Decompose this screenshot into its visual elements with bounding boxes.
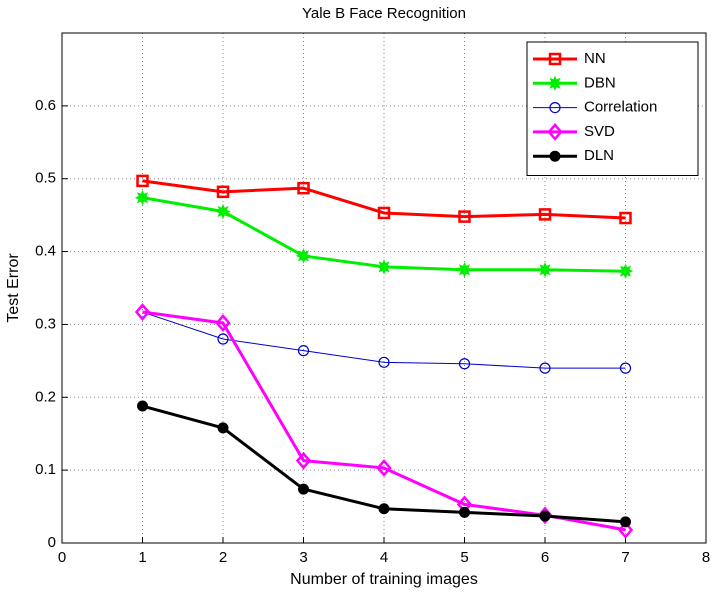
legend-label: DLN: [584, 147, 614, 164]
marker: [617, 263, 634, 280]
marker: [619, 211, 632, 225]
x-tick-label: 8: [702, 549, 710, 566]
marker: [376, 459, 392, 477]
y-axis-label: Test Error: [5, 253, 22, 323]
marker: [136, 174, 149, 188]
x-tick-label: 0: [58, 549, 66, 566]
marker: [217, 333, 229, 345]
y-tick-label: 0.4: [35, 243, 56, 260]
marker: [216, 185, 230, 199]
legend-label: NN: [584, 50, 606, 67]
series-line: [142, 179, 626, 220]
marker: [297, 181, 310, 195]
marker: [295, 248, 312, 264]
marker: [378, 356, 390, 368]
marker: [377, 206, 391, 220]
marker: [617, 520, 634, 539]
x-tick-label: 2: [219, 549, 227, 566]
marker: [134, 303, 151, 321]
marker: [295, 451, 312, 470]
marker: [538, 208, 552, 221]
marker: [458, 210, 471, 223]
x-tick-label: 3: [299, 549, 307, 566]
marker: [297, 345, 310, 357]
marker: [215, 203, 231, 220]
marker: [376, 259, 392, 275]
x-axis-label: Number of training images: [290, 571, 478, 588]
series-line: [142, 311, 626, 369]
marker: [549, 150, 561, 162]
y-tick-label: 0: [48, 534, 56, 551]
marker: [619, 362, 632, 374]
marker: [217, 422, 229, 434]
marker: [134, 189, 151, 206]
y-tick-label: 0.5: [35, 170, 56, 187]
y-tick-label: 0.1: [35, 461, 56, 478]
marker: [137, 400, 148, 412]
marker: [620, 516, 631, 528]
legend-label: DBN: [584, 74, 616, 91]
chart-title: Yale B Face Recognition: [302, 5, 466, 22]
marker: [539, 362, 551, 374]
marker: [215, 314, 231, 332]
marker: [456, 261, 473, 278]
marker: [547, 75, 563, 92]
y-tick-label: 0.3: [35, 315, 56, 332]
marker: [547, 122, 563, 141]
marker: [459, 506, 470, 518]
legend-label: Correlation: [584, 99, 657, 116]
x-tick-label: 7: [621, 549, 629, 566]
x-tick-label: 1: [138, 549, 146, 566]
marker: [548, 52, 562, 66]
x-tick-label: 5: [460, 549, 468, 566]
x-tick-label: 6: [541, 549, 549, 566]
x-tick-label: 4: [380, 549, 388, 566]
marker: [549, 101, 561, 114]
legend-label: SVD: [584, 123, 615, 140]
marker: [298, 483, 309, 495]
y-tick-label: 0.2: [35, 388, 56, 405]
marker: [539, 510, 551, 522]
y-tick-label: 0.6: [35, 97, 56, 114]
marker: [458, 358, 471, 370]
marker: [537, 261, 553, 278]
plot-frame: [61, 32, 707, 544]
marker: [378, 503, 390, 515]
